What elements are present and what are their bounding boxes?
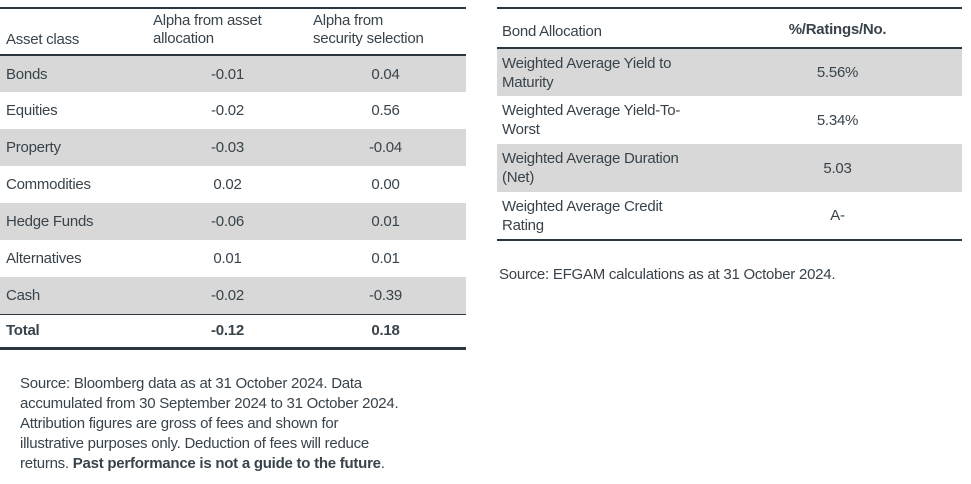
asset-class-cell: Property [6,139,61,156]
bond-metric-label: Weighted Average Yield-To- Worst [502,102,681,138]
selection-value-cell: 0.04 [371,65,400,83]
total-label-cell: Total [0,313,150,350]
asset-class-cell: Cash [6,286,41,304]
alpha-attribution-table: Asset class Alpha from asset allocation … [0,7,466,350]
attribution-header-row: Asset class Alpha from asset allocation … [0,7,466,56]
asset-class-cell: Bonds [6,65,48,83]
attribution-footnote: Source: Bloomberg data as at 31 October … [20,374,458,474]
bond-metric-value: A- [755,192,962,241]
table-row-yield-to-maturity: Weighted Average Yield to Maturity 5.56% [497,48,962,96]
footnote-period: . [380,455,385,472]
allocation-value-cell: -0.02 [211,102,244,119]
alpha-security-selection-header: Alpha from security selection [305,7,466,56]
asset-class-cell: Commodities [6,176,91,193]
bond-allocation-header: Bond Allocation [497,7,755,49]
table-row-duration: Weighted Average Duration (Net) 5.03 [497,144,962,192]
ratings-header: %/Ratings/No. [755,7,962,49]
footnote-text: Source: Bloomberg data as at 31 October … [20,375,399,472]
table-row-credit-rating: Weighted Average Credit Rating A- [497,192,962,241]
allocation-value-cell: -0.06 [211,213,244,230]
total-selection-cell: 0.18 [305,313,466,350]
allocation-value-cell: 0.02 [213,176,242,193]
selection-value-cell: 0.01 [371,250,400,267]
bond-metric-value: 5.34% [816,111,859,129]
selection-value-cell: -0.04 [369,139,402,156]
bond-header-row: Bond Allocation %/Ratings/No. [497,7,962,49]
allocation-value-cell: -0.02 [211,286,244,304]
asset-class-header: Asset class [0,7,150,56]
total-allocation-cell: -0.12 [150,313,305,350]
alpha-asset-allocation-header: Alpha from asset allocation [150,7,305,56]
footnote-bold-text: Past performance is not a guide to the f… [72,455,381,472]
bond-metric-label: Weighted Average Duration (Net) [502,150,679,186]
table-row-property: Property -0.03 -0.04 [0,129,466,166]
asset-class-cell: Alternatives [6,250,82,267]
table-row-commodities: Commodities 0.02 0.00 [0,166,466,203]
asset-class-cell: Hedge Funds [6,213,94,230]
table-row-hedge-funds: Hedge Funds -0.06 0.01 [0,203,466,240]
allocation-value-cell: -0.01 [211,65,244,83]
bond-metric-value: 5.56% [816,64,859,81]
allocation-value-cell: 0.01 [213,250,242,267]
selection-value-cell: -0.39 [369,286,402,304]
table-row-bonds: Bonds -0.01 0.04 [0,55,466,92]
bond-metric-value: 5.03 [823,159,852,177]
bond-source-note: Source: EFGAM calculations as at 31 Octo… [499,266,836,283]
table-row-cash: Cash -0.02 -0.39 [0,277,466,314]
bond-metric-label: Weighted Average Yield to Maturity [502,54,672,91]
bond-metric-label: Weighted Average Credit Rating [497,192,755,241]
allocation-value-cell: -0.03 [211,139,244,156]
bond-allocation-table: Bond Allocation %/Ratings/No. Weighted A… [497,7,962,241]
selection-value-cell: 0.56 [371,102,400,119]
asset-class-cell: Equities [6,102,58,119]
selection-value-cell: 0.01 [371,213,400,230]
table-row-equities: Equities -0.02 0.56 [0,92,466,129]
table-row-alternatives: Alternatives 0.01 0.01 [0,240,466,277]
selection-value-cell: 0.00 [371,176,400,193]
table-row-yield-to-worst: Weighted Average Yield-To- Worst 5.34% [497,96,962,144]
table-row-total: Total -0.12 0.18 [0,313,466,350]
